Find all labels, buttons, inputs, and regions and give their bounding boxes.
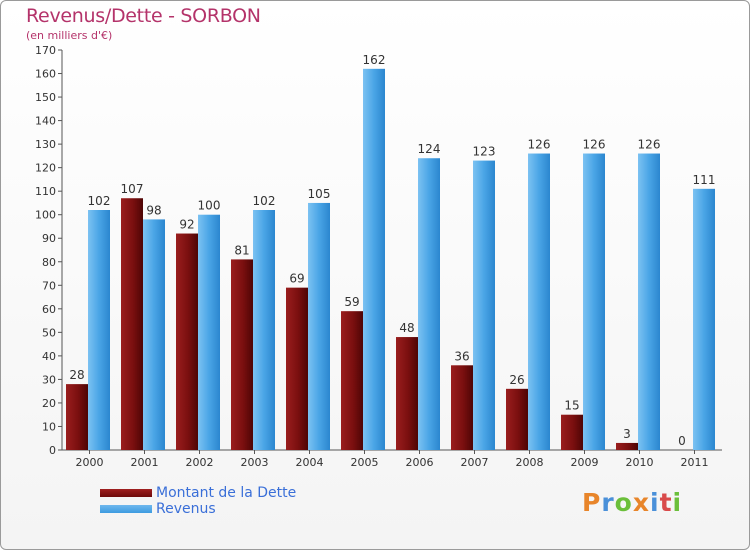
bar-debt (341, 311, 363, 450)
bar-debt (176, 233, 198, 450)
y-tick-label: 130 (35, 138, 56, 151)
data-label-debt: 26 (509, 373, 524, 387)
data-label-revenue: 126 (528, 138, 551, 152)
proxiti-logo: Proxiti (582, 488, 682, 517)
data-label-revenue: 124 (418, 142, 441, 156)
x-tick-label: 2000 (76, 456, 104, 469)
data-label-revenue: 102 (88, 194, 111, 208)
y-tick-label: 40 (42, 350, 56, 363)
bar-debt (616, 442, 638, 450)
y-tick-label: 10 (42, 420, 56, 433)
bar-debt (396, 337, 418, 450)
bar-debt (231, 259, 253, 450)
y-tick-label: 160 (35, 68, 56, 81)
x-tick-label: 2009 (571, 456, 599, 469)
legend-swatch-debt (100, 489, 152, 497)
x-tick-label: 2008 (516, 456, 544, 469)
data-label-debt: 107 (121, 182, 144, 196)
x-tick-label: 2004 (296, 456, 324, 469)
bar-debt (121, 198, 143, 450)
chart-subtitle: (en milliers d'€) (26, 29, 113, 42)
bar-revenue (198, 214, 220, 450)
logo-letter: x (632, 488, 650, 517)
bar-debt (286, 287, 308, 450)
bar-revenue (363, 68, 385, 450)
data-label-debt: 15 (564, 399, 579, 413)
bar-revenue (143, 219, 165, 450)
x-tick-label: 2003 (241, 456, 269, 469)
data-label-revenue: 111 (693, 173, 716, 187)
data-label-revenue: 105 (308, 187, 331, 201)
bar-revenue (308, 202, 330, 450)
x-tick-label: 2010 (626, 456, 654, 469)
data-label-debt: 28 (69, 368, 84, 382)
y-tick-label: 150 (35, 91, 56, 104)
logo-letter: o (614, 488, 633, 517)
logo-letter: r (601, 488, 615, 517)
bar-revenue (473, 160, 495, 450)
data-label-revenue: 100 (198, 199, 221, 213)
legend-label-revenue: Revenus (156, 501, 216, 517)
data-label-debt: 0 (678, 434, 686, 448)
x-tick-label: 2006 (406, 456, 434, 469)
legend-item-debt: Montant de la Dette (100, 485, 360, 502)
data-label-revenue: 98 (146, 203, 161, 217)
data-label-debt: 81 (234, 243, 249, 257)
data-label-debt: 59 (344, 295, 359, 309)
bar-revenue (583, 153, 605, 450)
chart-title: Revenus/Dette - SORBON (26, 5, 261, 27)
bar-revenue (528, 153, 550, 450)
legend-label-debt: Montant de la Dette (156, 485, 297, 501)
y-tick-label: 90 (42, 232, 56, 245)
y-tick-label: 0 (49, 444, 56, 457)
bar-debt (561, 414, 583, 450)
y-tick-label: 80 (42, 256, 56, 269)
x-tick-label: 2011 (681, 456, 709, 469)
logo-letter: i (650, 488, 660, 517)
data-label-debt: 3 (623, 427, 631, 441)
data-label-revenue: 102 (253, 194, 276, 208)
bar-revenue (638, 153, 660, 450)
x-tick-label: 2002 (186, 456, 214, 469)
data-label-debt: 69 (289, 272, 304, 286)
y-tick-label: 100 (35, 209, 56, 222)
data-label-debt: 48 (399, 321, 414, 335)
y-tick-label: 60 (42, 303, 56, 316)
bar-revenue (693, 188, 715, 450)
x-tick-label: 2005 (351, 456, 379, 469)
data-label-revenue: 162 (363, 53, 386, 67)
y-tick-label: 140 (35, 115, 56, 128)
data-label-debt: 36 (454, 349, 469, 363)
y-tick-label: 20 (42, 397, 56, 410)
legend-item-revenue: Revenus (100, 501, 360, 518)
y-tick-label: 30 (42, 373, 56, 386)
data-label-revenue: 123 (473, 145, 496, 159)
bar-revenue (253, 210, 275, 450)
bar-debt (451, 365, 473, 450)
data-label-debt: 92 (179, 218, 194, 232)
y-tick-label: 110 (35, 185, 56, 198)
data-label-revenue: 126 (638, 138, 661, 152)
bar-revenue (88, 210, 110, 450)
bar-revenue (418, 158, 440, 450)
logo-letter: P (582, 488, 602, 517)
y-tick-label: 50 (42, 326, 56, 339)
x-tick-label: 2007 (461, 456, 489, 469)
logo-letter: i (672, 488, 683, 517)
data-label-revenue: 126 (583, 138, 606, 152)
bar-debt (506, 388, 528, 450)
logo-letter: t (659, 488, 673, 517)
x-tick-label: 2001 (131, 456, 159, 469)
legend: Montant de la Dette Revenus (100, 485, 360, 518)
legend-swatch-revenue (100, 505, 152, 513)
bar-debt (66, 384, 88, 450)
y-tick-label: 120 (35, 162, 56, 175)
y-tick-label: 170 (35, 44, 56, 57)
y-tick-label: 70 (42, 279, 56, 292)
